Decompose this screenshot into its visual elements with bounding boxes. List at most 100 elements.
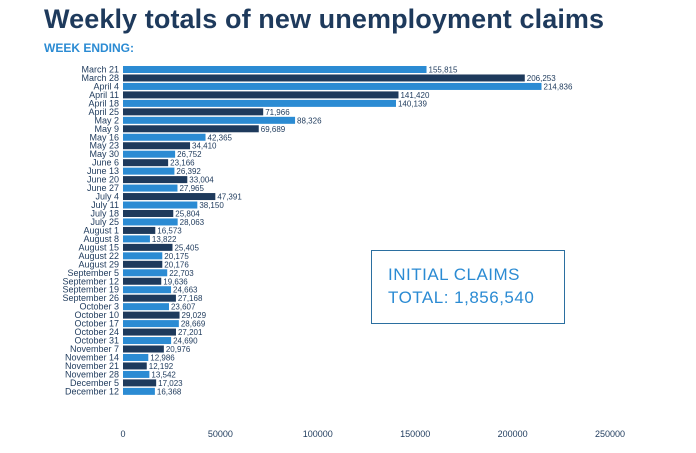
value-label: 34,410 <box>192 142 217 151</box>
category-label: August 15 <box>78 242 119 252</box>
category-label: May 9 <box>94 124 119 134</box>
category-label: May 30 <box>89 149 119 159</box>
x-tick-label: 200000 <box>498 429 528 439</box>
value-label: 141,420 <box>400 91 429 100</box>
value-label: 33,004 <box>189 176 214 185</box>
value-label: 69,689 <box>261 125 286 134</box>
bar-september-26 <box>123 294 176 302</box>
bars-layer: March 21 155,815 March 28 206,253 April 4 214… <box>62 65 573 397</box>
value-label: 42,365 <box>208 133 233 142</box>
category-label: September 19 <box>62 285 119 295</box>
category-label: March 21 <box>81 65 119 75</box>
value-label: 13,542 <box>151 370 176 379</box>
bar-august-22 <box>123 252 163 260</box>
bar-july-4 <box>123 193 216 201</box>
bar-november-28 <box>123 370 150 378</box>
category-label: September 5 <box>67 268 119 278</box>
category-label: November 7 <box>70 344 119 354</box>
bar-august-8 <box>123 235 150 243</box>
value-label: 22,703 <box>169 269 194 278</box>
bar-may-23 <box>123 142 191 150</box>
value-label: 26,392 <box>176 167 201 176</box>
value-label: 12,192 <box>149 362 174 371</box>
category-label: August 1 <box>83 225 119 235</box>
bar-june-13 <box>123 167 175 175</box>
value-label: 19,636 <box>163 277 188 286</box>
category-label: June 13 <box>87 166 119 176</box>
value-label: 88,326 <box>297 116 322 125</box>
value-label: 20,176 <box>164 260 189 269</box>
category-label: October 3 <box>79 302 119 312</box>
bar-may-16 <box>123 133 206 141</box>
value-label: 24,663 <box>173 286 198 295</box>
category-label: October 31 <box>74 336 119 346</box>
value-label: 20,175 <box>164 252 189 261</box>
value-label: 23,607 <box>171 303 196 312</box>
category-label: November 28 <box>65 369 119 379</box>
category-label: July 11 <box>91 200 119 210</box>
category-label: October 10 <box>74 310 119 320</box>
bar-november-21 <box>123 362 147 370</box>
value-label: 29,029 <box>182 311 207 320</box>
value-label: 20,976 <box>166 345 191 354</box>
bar-september-12 <box>123 277 162 285</box>
category-label: April 4 <box>93 81 119 91</box>
category-label: June 27 <box>87 183 119 193</box>
category-label: October 17 <box>74 319 119 329</box>
bar-april-4 <box>123 82 542 90</box>
value-label: 16,368 <box>157 387 182 396</box>
bar-may-30 <box>123 150 176 158</box>
category-label: October 24 <box>74 327 119 337</box>
category-label: December 12 <box>65 386 119 396</box>
category-label: November 21 <box>65 361 119 371</box>
x-tick-label: 50000 <box>208 429 233 439</box>
value-label: 27,965 <box>179 184 204 193</box>
bar-august-29 <box>123 260 163 268</box>
value-label: 27,168 <box>178 294 203 303</box>
category-label: May 2 <box>94 115 119 125</box>
bar-august-1 <box>123 226 156 234</box>
value-label: 28,063 <box>180 218 205 227</box>
bar-october-24 <box>123 328 176 336</box>
value-label: 28,669 <box>181 320 206 329</box>
week-ending-label: WEEK ENDING: <box>44 41 134 55</box>
bar-june-6 <box>123 159 169 167</box>
category-label: May 16 <box>89 132 119 142</box>
bar-october-31 <box>123 337 172 345</box>
bar-july-11 <box>123 201 198 209</box>
category-label: August 29 <box>78 259 119 269</box>
value-label: 140,139 <box>398 99 427 108</box>
category-label: May 23 <box>89 141 119 151</box>
bar-september-19 <box>123 286 172 294</box>
bar-may-2 <box>123 116 296 124</box>
bar-october-3 <box>123 303 169 311</box>
category-label: April 18 <box>88 98 119 108</box>
chart-title: Weekly totals of new unemployment claims <box>44 4 605 34</box>
x-tick-label: 100000 <box>303 429 333 439</box>
bar-march-21 <box>123 66 427 73</box>
category-label: April 11 <box>89 90 119 100</box>
bar-march-28 <box>123 74 525 82</box>
value-label: 25,804 <box>175 209 200 218</box>
category-label: August 8 <box>83 234 119 244</box>
bar-august-15 <box>123 243 173 251</box>
bar-september-5 <box>123 269 168 277</box>
value-label: 38,150 <box>199 201 224 210</box>
value-label: 47,391 <box>217 193 242 202</box>
value-label: 23,166 <box>170 159 195 168</box>
category-label: April 25 <box>88 107 119 117</box>
bar-july-25 <box>123 218 178 226</box>
value-label: 24,690 <box>173 337 198 346</box>
bar-october-17 <box>123 320 179 328</box>
category-label: August 22 <box>78 251 119 261</box>
x-axis: 0 50000 100000 150000 200000 250000 <box>120 429 625 439</box>
bar-april-25 <box>123 108 264 116</box>
bar-november-7 <box>123 345 164 353</box>
value-label: 25,405 <box>174 243 199 252</box>
bar-june-27 <box>123 184 178 192</box>
bar-april-11 <box>123 91 399 99</box>
category-label: March 28 <box>81 73 119 83</box>
value-label: 206,253 <box>527 74 556 83</box>
category-label: November 14 <box>65 352 119 362</box>
x-tick-label: 250000 <box>595 429 625 439</box>
